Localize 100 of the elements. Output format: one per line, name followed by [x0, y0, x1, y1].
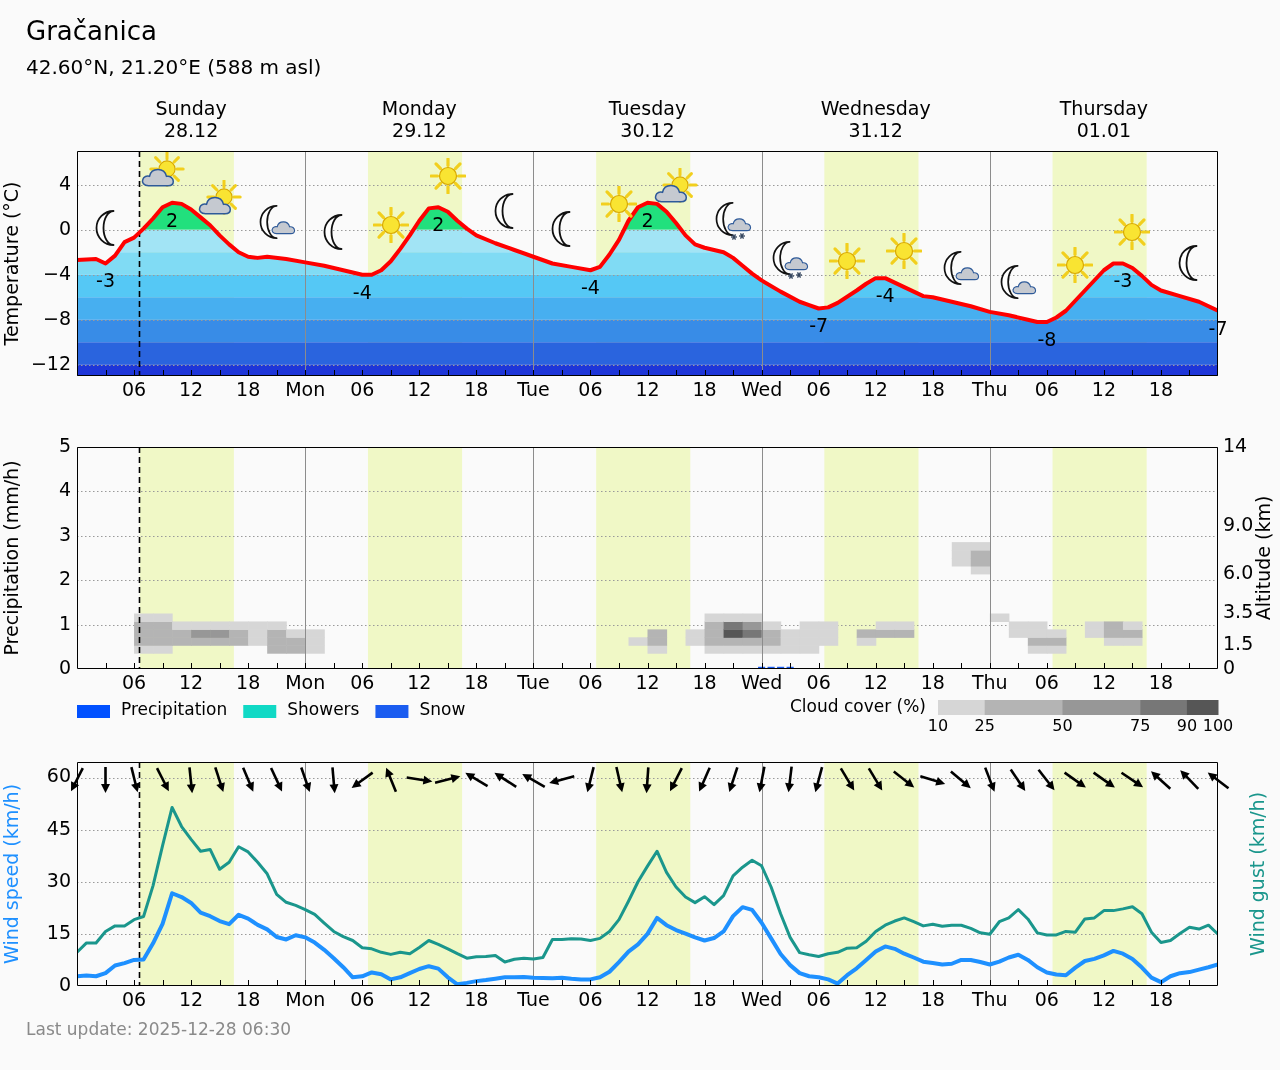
- x-tick-label: 06: [350, 377, 375, 400]
- x-tick-label: 06: [121, 377, 147, 400]
- y2-axis-title: Altitude (km): [1251, 495, 1274, 621]
- x-tick-label: 12: [635, 987, 660, 1010]
- x-tick-label: 18: [920, 670, 945, 693]
- y-tick-label: 60: [46, 764, 71, 787]
- y-tick-label: 0: [58, 216, 71, 239]
- x2-tick-label: Sunday 28.12: [155, 97, 227, 142]
- x-tick-label: 06: [578, 987, 603, 1010]
- chart-subtitle: 42.60°N, 21.20°E (588 m asl): [26, 55, 322, 79]
- color-bar-label: 75: [1130, 716, 1151, 736]
- y-tick-label: −4: [42, 261, 71, 284]
- data-label: -7: [809, 314, 829, 337]
- x-tick-label: 18: [920, 987, 945, 1010]
- x-tick-label: 12: [863, 987, 888, 1010]
- x-tick-label: 18: [692, 670, 717, 693]
- data-label: -4: [875, 284, 895, 307]
- data-label: -8: [1037, 327, 1057, 350]
- x-tick-label: Thu: [970, 987, 1008, 1010]
- data-label: -7: [1208, 316, 1228, 339]
- y2-axis-title: Wind gust (km/h): [1245, 791, 1268, 956]
- x-tick-label: 12: [635, 670, 660, 693]
- x-tick-label: 12: [1091, 670, 1116, 693]
- y-tick-label: 2: [58, 567, 71, 590]
- x-tick-label: 06: [350, 987, 375, 1010]
- y-tick-label: 0: [58, 972, 71, 995]
- x-tick-label: 12: [1091, 987, 1116, 1010]
- data-label: 2: [432, 213, 445, 236]
- y-tick-label: 4: [58, 478, 71, 501]
- x-tick-label: Tue: [516, 670, 550, 693]
- data-label: -3: [1113, 269, 1133, 292]
- y2-tick-label: 6.0: [1223, 560, 1254, 583]
- x-tick-label: 18: [1148, 670, 1174, 693]
- y-tick-label: −8: [42, 306, 71, 329]
- y-axis-title: Temperature (°C): [0, 181, 22, 347]
- data-label: 2: [166, 208, 179, 231]
- color-bar-label: 50: [1052, 716, 1073, 736]
- x-tick-label: 06: [806, 987, 831, 1010]
- y-tick-label: 0: [58, 655, 71, 678]
- y-tick-label: 30: [46, 868, 71, 891]
- x-tick-label: Wed: [740, 670, 783, 693]
- x-tick-label: 06: [1034, 987, 1059, 1010]
- color-bar-label: 90: [1176, 716, 1198, 736]
- x-tick-label: 18: [236, 987, 261, 1010]
- y-axis-title: Precipitation (mm/h): [0, 460, 22, 656]
- x2-tick-label: Wednesday 31.12: [820, 97, 931, 142]
- x-tick-label: 18: [1148, 377, 1174, 400]
- y2-tick-label: 0: [1223, 655, 1236, 678]
- x-tick-label: Mon: [285, 670, 326, 693]
- x2-tick-label: Thursday 01.01: [1058, 97, 1149, 142]
- x-tick-label: 12: [635, 377, 660, 400]
- data-label: -3: [96, 269, 115, 292]
- x-tick-label: 18: [1148, 987, 1174, 1010]
- legend-label: Snow: [419, 699, 466, 720]
- x-tick-label: 12: [863, 377, 888, 400]
- x-tick-label: 06: [578, 377, 603, 400]
- data-label: -4: [352, 280, 372, 303]
- x-tick-label: 18: [464, 670, 489, 693]
- x-tick-label: 12: [863, 670, 888, 693]
- y-tick-label: 45: [46, 816, 71, 839]
- x-tick-label: Thu: [970, 377, 1008, 400]
- x-tick-label: 18: [464, 377, 489, 400]
- legend-label: Showers: [287, 699, 360, 720]
- x-tick-label: 12: [407, 377, 432, 400]
- x-tick-label: 12: [407, 987, 432, 1010]
- y-tick-label: 4: [58, 171, 71, 194]
- x-tick-label: Mon: [285, 377, 326, 400]
- x-tick-label: Mon: [285, 987, 326, 1010]
- x-tick-label: 12: [179, 377, 204, 400]
- x2-tick-label: Monday 29.12: [381, 97, 457, 142]
- x-tick-label: 06: [578, 670, 603, 693]
- legend-label: Precipitation: [121, 699, 228, 720]
- x-tick-label: 06: [121, 670, 147, 693]
- color-bar-label: 10: [927, 716, 949, 736]
- x2-tick-label: Tuesday 30.12: [607, 97, 687, 142]
- y-tick-label: 1: [58, 611, 71, 634]
- x-tick-label: 18: [692, 377, 717, 400]
- y2-tick-label: 9.0: [1223, 513, 1254, 536]
- color-bar-label: 25: [974, 716, 995, 736]
- x-tick-label: 06: [806, 377, 831, 400]
- x-tick-label: 06: [121, 987, 147, 1010]
- x-tick-label: Wed: [740, 987, 783, 1010]
- x-tick-label: 06: [1034, 377, 1059, 400]
- text: Last update: 2025-12-28 06:30: [26, 1019, 292, 1040]
- x-tick-label: 06: [1034, 670, 1059, 693]
- x-tick-label: Tue: [516, 377, 550, 400]
- y2-tick-label: 1.5: [1223, 632, 1254, 655]
- x-tick-label: 12: [179, 987, 204, 1010]
- data-label: -4: [580, 276, 600, 299]
- color-bar-title: Cloud cover (%): [789, 695, 926, 716]
- x-tick-label: Wed: [740, 377, 783, 400]
- x-tick-label: 18: [920, 377, 945, 400]
- x-tick-label: 06: [350, 670, 375, 693]
- y-tick-label: 15: [46, 920, 71, 943]
- y-axis-title: Wind speed (km/h): [0, 783, 22, 964]
- y-tick-label: 5: [58, 433, 71, 456]
- color-bar-label: 100: [1202, 716, 1234, 736]
- x-tick-label: 18: [236, 670, 261, 693]
- x-tick-label: Thu: [970, 670, 1008, 693]
- x-tick-label: 06: [806, 670, 831, 693]
